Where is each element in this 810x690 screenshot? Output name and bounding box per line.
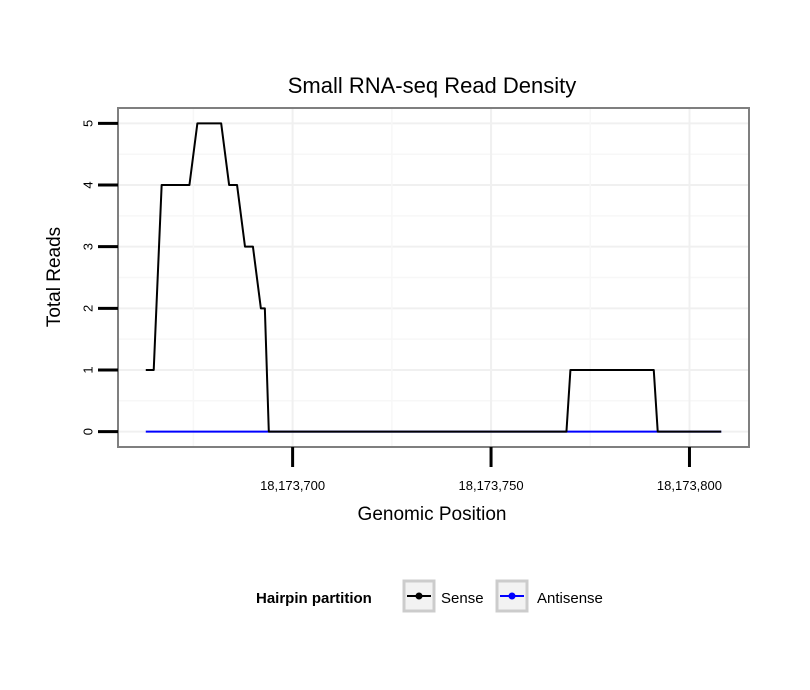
y-tick-label: 5 xyxy=(81,120,96,127)
y-tick-label: 1 xyxy=(81,366,96,373)
legend-item-sense: Sense xyxy=(402,579,484,613)
plot-border xyxy=(117,107,750,448)
x-tick-label: 18,173,700 xyxy=(260,478,325,493)
y-tick-label: 4 xyxy=(81,181,96,188)
chart-title: Small RNA-seq Read Density xyxy=(288,73,577,98)
legend-dot-antisense xyxy=(508,592,516,600)
y-axis-title: Total Reads xyxy=(44,227,65,327)
y-axis: 0 1 2 3 4 5 xyxy=(81,120,118,435)
series-line-sense xyxy=(145,122,722,433)
x-axis-title: Genomic Position xyxy=(358,504,507,525)
legend-label-antisense: Antisense xyxy=(537,590,603,607)
legend-label-sense: Sense xyxy=(441,590,484,607)
x-tick-label: 18,173,800 xyxy=(657,478,722,493)
grid-lines xyxy=(118,108,749,447)
x-axis: 18,173,700 18,173,750 18,173,800 xyxy=(260,447,722,493)
y-tick-label: 2 xyxy=(81,305,96,312)
legend-dot-sense xyxy=(415,592,423,600)
series-layer xyxy=(145,122,722,433)
y-tick-label: 3 xyxy=(81,243,96,250)
legend-item-antisense: Antisense xyxy=(495,579,603,613)
legend: Hairpin partition Sense Antisense xyxy=(256,579,603,613)
legend-title: Hairpin partition xyxy=(256,590,372,607)
x-tick-label: 18,173,750 xyxy=(459,478,524,493)
y-tick-label: 0 xyxy=(81,428,96,435)
